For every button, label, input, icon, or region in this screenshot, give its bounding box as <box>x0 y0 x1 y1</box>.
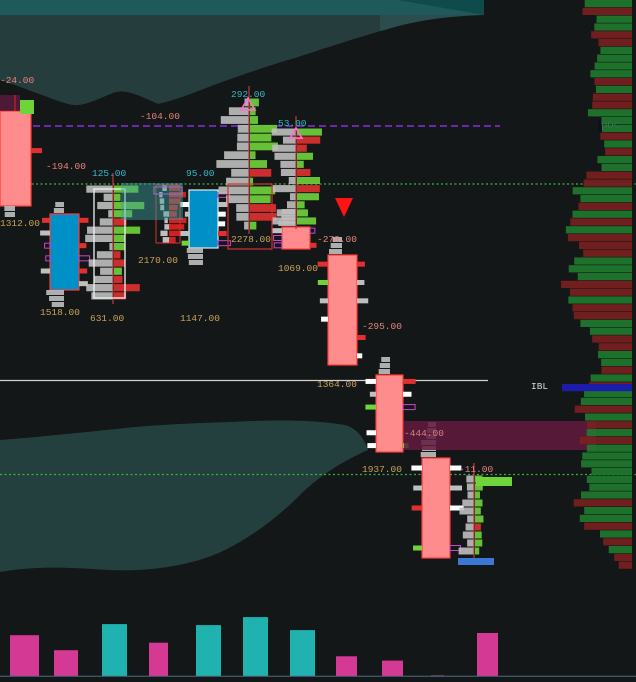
svg-text:125.00: 125.00 <box>92 168 127 179</box>
svg-text:95.00: 95.00 <box>186 168 215 179</box>
svg-text:2170.00: 2170.00 <box>138 255 178 266</box>
svg-text:-444.00: -444.00 <box>404 428 444 439</box>
svg-text:1364.00: 1364.00 <box>317 379 357 390</box>
svg-text:1147.00: 1147.00 <box>180 313 220 324</box>
svg-text:1937.00: 1937.00 <box>362 464 402 475</box>
svg-text:1312.00: 1312.00 <box>0 218 40 229</box>
svg-text:-194.00: -194.00 <box>46 161 86 172</box>
svg-text:-24.00: -24.00 <box>0 75 35 86</box>
svg-text:IBL: IBL <box>531 381 548 392</box>
svg-text:1069.00: 1069.00 <box>278 263 318 274</box>
svg-text:-104.00: -104.00 <box>140 111 180 122</box>
svg-text:-278.00: -278.00 <box>317 234 357 245</box>
svg-text:2278.00: 2278.00 <box>231 234 271 245</box>
svg-text:-11.00: -11.00 <box>459 464 494 475</box>
svg-text:631.00: 631.00 <box>90 313 125 324</box>
svg-text:1518.00: 1518.00 <box>40 307 80 318</box>
svg-text:-295.00: -295.00 <box>362 321 402 332</box>
svg-text:53.00: 53.00 <box>278 118 307 129</box>
